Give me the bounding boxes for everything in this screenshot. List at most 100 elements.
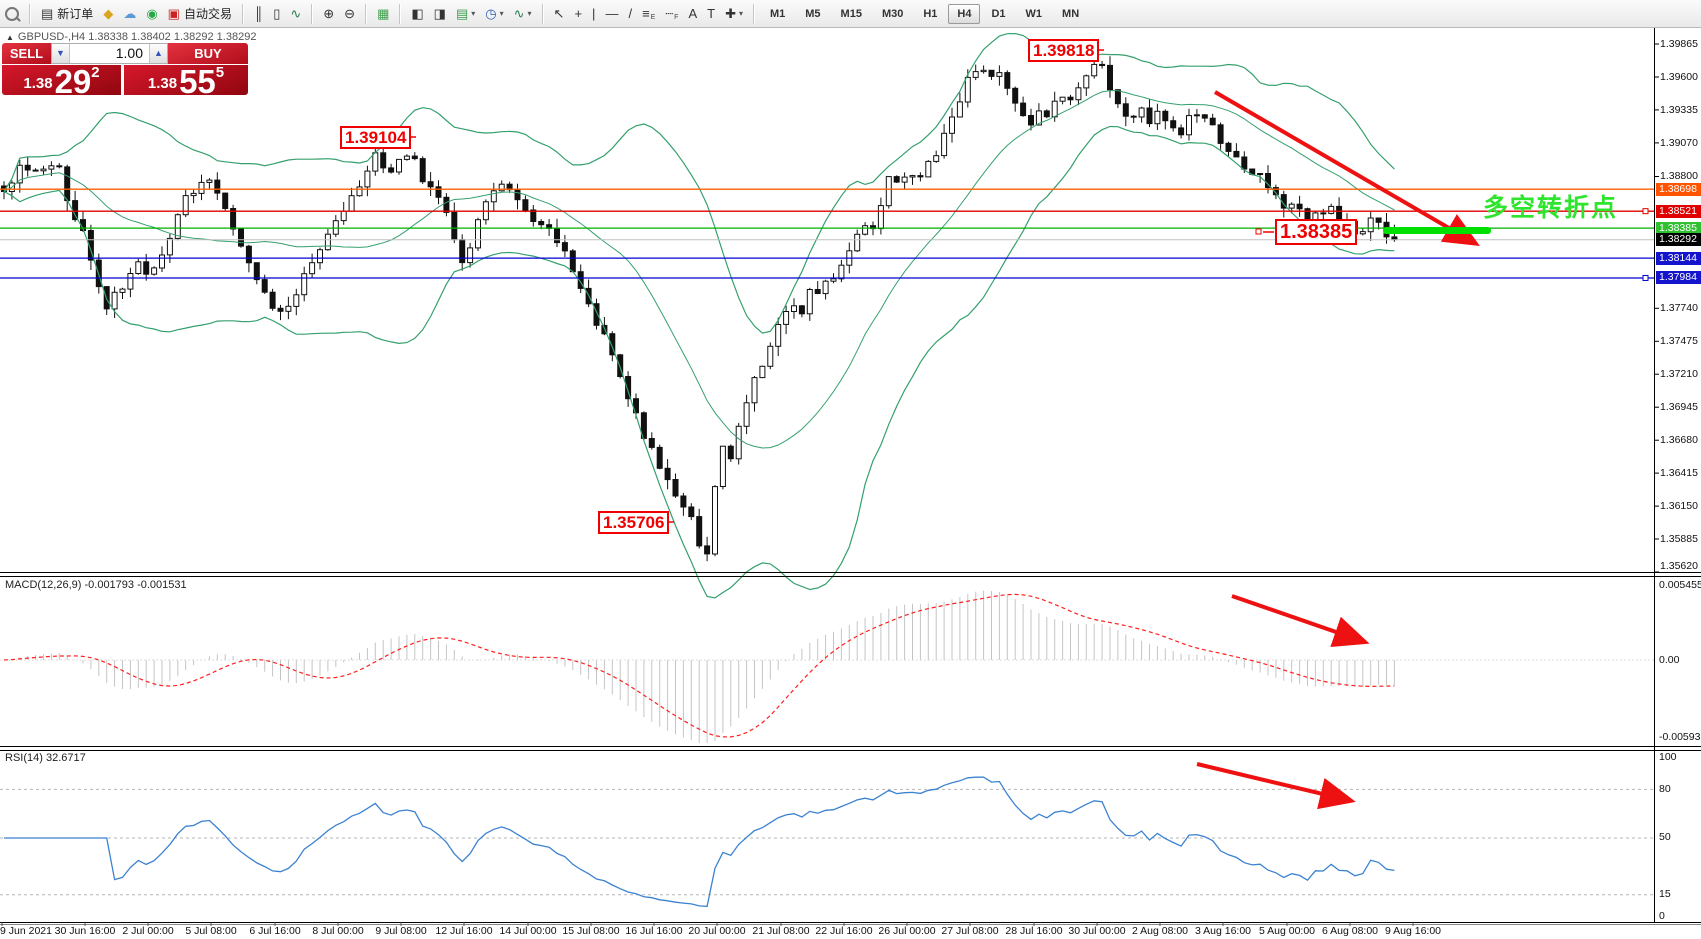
buy-button[interactable]: BUY: [168, 43, 248, 64]
arrows-tool-icon: ✚: [725, 5, 736, 21]
toolbar-indicator-list-icon[interactable]: ∿ ▾: [510, 3, 536, 25]
rsi-axis-tick: 100: [1659, 751, 1677, 763]
toolbar-search-icon[interactable]: [1, 3, 23, 25]
timeframe-d1-button[interactable]: D1: [991, 7, 1006, 20]
time-axis-label: 2 Aug 08:00: [1131, 925, 1189, 937]
support-highlight-bar[interactable]: [1383, 227, 1491, 234]
sell-button[interactable]: SELL: [2, 43, 51, 64]
buy-price-prefix: 1.38: [147, 75, 178, 92]
price-axis-tick: 1.37210: [1660, 368, 1698, 381]
toolbar-text-label-icon[interactable]: T: [703, 3, 719, 25]
chevron-down-icon[interactable]: ▾: [738, 9, 743, 18]
toolbar-separator: [752, 3, 755, 24]
volume-decrease-button[interactable]: ▼: [52, 44, 70, 63]
time-axis-label: 9 Jul 08:00: [375, 925, 427, 937]
one-click-trading-panel: SELL ▼ 1.00 ▲ BUY 1.38 29 2 1.38 55 5: [2, 43, 248, 100]
timeframe-m5-button[interactable]: M5: [805, 7, 821, 20]
toolbar-zoom-out-icon[interactable]: ⊖: [340, 3, 359, 25]
timeframe-w1-button[interactable]: W1: [1025, 7, 1043, 20]
toolbar-vertical-line-icon[interactable]: |: [588, 3, 599, 25]
text-icon: A: [688, 5, 698, 21]
bar-chart-icon: ║: [253, 5, 264, 21]
indicator-list-icon: ∿: [513, 5, 525, 21]
toolbar-bar-chart-icon[interactable]: ║: [250, 3, 267, 25]
text-label-icon: T: [707, 5, 716, 21]
fibonacci-subscript: E: [650, 14, 656, 21]
timeframe-h4-button[interactable]: H4: [948, 3, 981, 24]
toolbar-new-order-button[interactable]: ▤ 新订单: [37, 3, 97, 25]
chevron-down-icon[interactable]: ▾: [527, 9, 532, 18]
toolbar-profiles-icon[interactable]: ◷ ▾: [481, 3, 507, 25]
timeframe-mn-button[interactable]: MN: [1062, 7, 1080, 20]
buy-price[interactable]: 1.38 55 5: [124, 62, 248, 100]
toolbar-separator: [541, 3, 544, 24]
time-axis-label: 8 Jul 00:00: [312, 925, 364, 937]
toolbar-new-chart-icon[interactable]: ▤ ▾: [452, 3, 479, 25]
timeframe-m30-button[interactable]: M30: [881, 7, 904, 20]
toolbar-text-icon[interactable]: A: [684, 3, 701, 25]
sell-price[interactable]: 1.38 29 2: [2, 64, 121, 98]
chart-style-icon: ◆: [103, 5, 114, 21]
candlestick-series: [1, 56, 1398, 562]
price-axis-tick: 1.39070: [1660, 136, 1698, 149]
price-axis-tick: 1.37475: [1660, 335, 1698, 348]
toolbar-fibonacci-icon[interactable]: ≡ E: [638, 3, 659, 25]
symbol-ohlc-text: GBPUSD-,H4 1.38338 1.38402 1.38292 1.382…: [17, 31, 257, 43]
price-level-badge: 1.37984: [1656, 271, 1701, 285]
chevron-down-icon[interactable]: ▾: [499, 9, 504, 18]
zoom-out-icon: ⊖: [344, 5, 356, 21]
toolbar-horizontal-line-icon[interactable]: —: [601, 3, 622, 25]
toolbar-signals-icon[interactable]: ◉: [142, 3, 161, 25]
tile-windows-icon: ▦: [377, 5, 390, 21]
timeframe-h1-button[interactable]: H1: [923, 7, 938, 20]
bollinger-bands: [3, 32, 1395, 599]
price-axis-tick: 1.39865: [1660, 38, 1698, 50]
price-annotation-1.38385[interactable]: 1.38385: [1275, 219, 1358, 245]
rsi-axis-tick: 50: [1659, 831, 1671, 843]
toolbar-separator: [29, 3, 31, 24]
cloud-icon: ☁: [123, 5, 137, 21]
toolbar-cloud-icon[interactable]: ☁: [119, 3, 140, 25]
chevron-down-icon[interactable]: ▾: [471, 9, 476, 18]
price-level-badge: 1.38292: [1656, 233, 1701, 247]
macd-panel: [0, 590, 1654, 743]
toolbar-arrange-b-icon[interactable]: ◨: [430, 3, 450, 25]
toolbar-trendline-icon[interactable]: /: [624, 3, 636, 25]
time-axis-label: 30 Jul 00:00: [1068, 925, 1126, 937]
collapse-arrow-icon[interactable]: ▲: [6, 33, 14, 42]
toolbar-arrange-a-icon[interactable]: ◧: [407, 3, 427, 25]
toolbar-channel-icon[interactable]: ┈ F: [661, 3, 682, 25]
toolbar-arrows-tool-icon[interactable]: ✚ ▾: [721, 3, 747, 25]
price-annotation-1.35706[interactable]: 1.35706: [598, 511, 670, 534]
toolbar-cursor-icon[interactable]: ↖: [550, 3, 569, 25]
vertical-line-icon: |: [592, 5, 596, 21]
price-annotation-1.39104[interactable]: 1.39104: [340, 126, 412, 149]
symbol-ohlc-readout: ▲ GBPUSD-,H4 1.38338 1.38402 1.38292 1.38…: [6, 31, 256, 43]
macd-name: MACD(12,26,9): [5, 579, 82, 591]
toolbar-separator: [399, 3, 402, 24]
toolbar-autotrade-button[interactable]: ▣ 自动交易: [164, 3, 236, 25]
toolbar-zoom-in-icon[interactable]: ⊕: [319, 3, 338, 25]
time-axis-label: 9 Jun 2021: [0, 925, 52, 937]
buy-price-main: 55: [179, 62, 216, 100]
toolbar-candle-chart-icon[interactable]: ▯: [269, 3, 284, 25]
macd-value: -0.001793: [84, 579, 135, 591]
price-axis-tick: 1.36150: [1660, 500, 1698, 513]
time-axis-label: 5 Aug 00:00: [1258, 925, 1316, 937]
timeframe-m15-button[interactable]: M15: [840, 7, 862, 20]
trendline-icon: /: [628, 5, 633, 21]
price-annotation-1.39818[interactable]: 1.39818: [1028, 39, 1100, 62]
volume-increase-button[interactable]: ▲: [149, 44, 167, 63]
toolbar-line-chart-icon[interactable]: ∿: [286, 3, 305, 25]
time-axis-label: 9 Aug 16:00: [1384, 925, 1442, 937]
price-level-badge: 1.38385: [1656, 221, 1701, 235]
macd-axis-tick: 0.005455: [1659, 579, 1701, 591]
volume-value[interactable]: 1.00: [115, 45, 143, 61]
timeframe-m1-button[interactable]: M1: [769, 7, 786, 20]
toolbar-tile-windows-icon[interactable]: ▦: [373, 3, 393, 25]
toolbar-chart-style-icon[interactable]: ◆: [99, 3, 117, 25]
toolbar-crosshair-icon[interactable]: +: [570, 3, 586, 25]
pivot-point-annotation[interactable]: 多空转折点: [1483, 194, 1619, 222]
time-axis-label: 6 Jul 16:00: [249, 925, 301, 937]
